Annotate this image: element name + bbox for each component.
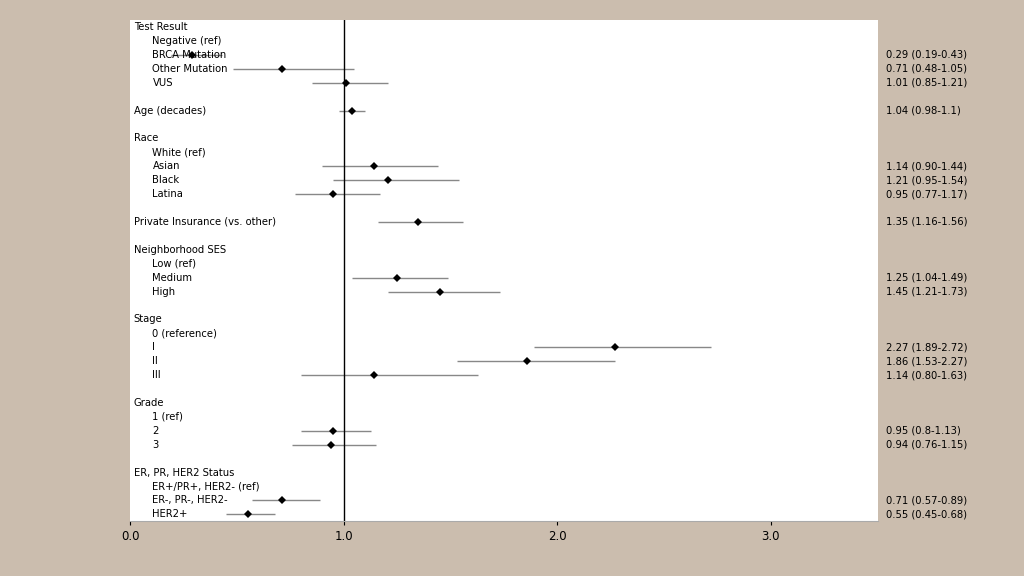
Text: 1.25 (1.04-1.49): 1.25 (1.04-1.49) [886, 272, 967, 283]
Text: 2.27 (1.89-2.72): 2.27 (1.89-2.72) [886, 342, 968, 353]
Text: 0.95 (0.77-1.17): 0.95 (0.77-1.17) [886, 189, 967, 199]
Text: Asian: Asian [153, 161, 180, 171]
Text: 1.04 (0.98-1.1): 1.04 (0.98-1.1) [886, 105, 961, 116]
Text: 2: 2 [153, 426, 159, 436]
Text: Private Insurance (vs. other): Private Insurance (vs. other) [134, 217, 275, 227]
Text: 0.94 (0.76-1.15): 0.94 (0.76-1.15) [886, 439, 967, 450]
Text: Test Result: Test Result [134, 22, 187, 32]
Text: ER-, PR-, HER2-: ER-, PR-, HER2- [153, 495, 228, 505]
Text: 1.86 (1.53-2.27): 1.86 (1.53-2.27) [886, 356, 967, 366]
Text: Grade: Grade [134, 398, 164, 408]
Text: 0.71 (0.57-0.89): 0.71 (0.57-0.89) [886, 495, 967, 505]
Text: 3: 3 [153, 439, 159, 450]
Text: Stage: Stage [134, 314, 163, 324]
Text: VUS: VUS [153, 78, 173, 88]
Text: Age (decades): Age (decades) [134, 105, 206, 116]
Text: Low (ref): Low (ref) [153, 259, 197, 269]
Text: Negative (ref): Negative (ref) [153, 36, 222, 46]
Text: White (ref): White (ref) [153, 147, 206, 157]
Text: ER, PR, HER2 Status: ER, PR, HER2 Status [134, 468, 234, 478]
Text: 0.71 (0.48-1.05): 0.71 (0.48-1.05) [886, 64, 967, 74]
Text: ER+/PR+, HER2- (ref): ER+/PR+, HER2- (ref) [153, 482, 260, 491]
Text: 0 (reference): 0 (reference) [153, 328, 217, 338]
Text: 1.45 (1.21-1.73): 1.45 (1.21-1.73) [886, 287, 967, 297]
Text: Medium: Medium [153, 272, 193, 283]
Text: High: High [153, 287, 175, 297]
Text: Other Mutation: Other Mutation [153, 64, 228, 74]
Text: Race: Race [134, 134, 158, 143]
Text: HER2+: HER2+ [153, 509, 187, 520]
Text: 1 (ref): 1 (ref) [153, 412, 183, 422]
Text: 1.01 (0.85-1.21): 1.01 (0.85-1.21) [886, 78, 967, 88]
Text: 0.29 (0.19-0.43): 0.29 (0.19-0.43) [886, 50, 967, 60]
Text: Neighborhood SES: Neighborhood SES [134, 245, 226, 255]
Text: Black: Black [153, 175, 179, 185]
Text: II: II [153, 356, 159, 366]
Text: 0.95 (0.8-1.13): 0.95 (0.8-1.13) [886, 426, 961, 436]
Text: 1.14 (0.90-1.44): 1.14 (0.90-1.44) [886, 161, 967, 171]
Text: BRCA Mutation: BRCA Mutation [153, 50, 226, 60]
Text: III: III [153, 370, 161, 380]
Text: 1.14 (0.80-1.63): 1.14 (0.80-1.63) [886, 370, 967, 380]
Text: 1.35 (1.16-1.56): 1.35 (1.16-1.56) [886, 217, 968, 227]
Text: I: I [153, 342, 156, 353]
Text: 0.55 (0.45-0.68): 0.55 (0.45-0.68) [886, 509, 967, 520]
Text: Latina: Latina [153, 189, 183, 199]
Text: 1.21 (0.95-1.54): 1.21 (0.95-1.54) [886, 175, 967, 185]
